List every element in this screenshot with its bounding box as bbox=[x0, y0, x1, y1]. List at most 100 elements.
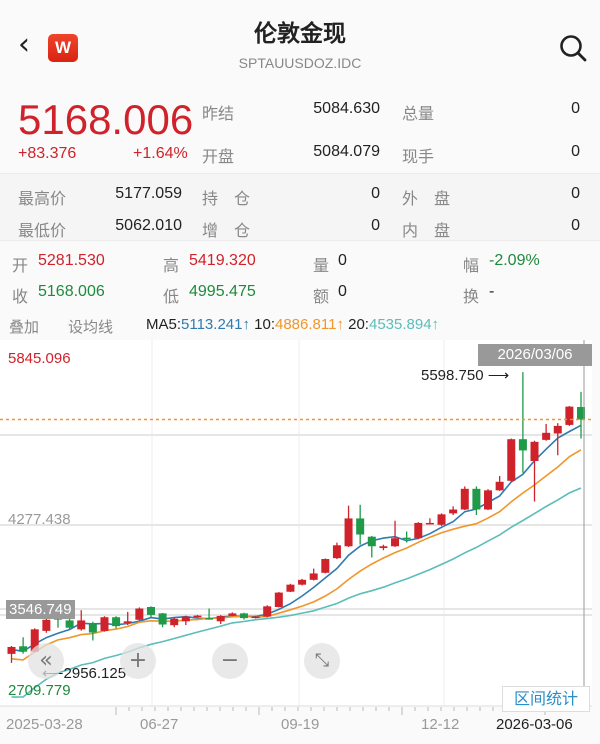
total-volume-value: 0 bbox=[571, 100, 580, 117]
candle-body bbox=[565, 406, 574, 425]
y-max-label: 5845.096 bbox=[8, 350, 71, 367]
ma5-value: 5113.241↑ bbox=[181, 316, 250, 333]
candle-body bbox=[391, 538, 400, 547]
outer-value: 0 bbox=[571, 185, 580, 202]
plot-area bbox=[0, 340, 592, 706]
y-mid-label: 4277.438 bbox=[8, 511, 71, 528]
candle-body bbox=[367, 536, 376, 547]
candle-body bbox=[263, 606, 272, 617]
symbol-code: SPTAUUSDOZ.IDC bbox=[238, 55, 362, 71]
candle-body bbox=[356, 518, 365, 535]
candle-body bbox=[484, 490, 493, 510]
ma-values: MA5:5113.241↑ 10:4886.811↑ 20:4535.894↑ bbox=[146, 316, 439, 333]
candle-amount-label: 额 bbox=[313, 287, 330, 306]
candle-body bbox=[30, 629, 39, 652]
candle-volume-label: 量 bbox=[313, 256, 330, 275]
open-value: 5084.079 bbox=[313, 143, 380, 160]
candle-body bbox=[553, 425, 562, 434]
candle-body bbox=[507, 439, 516, 481]
candle-body bbox=[205, 618, 214, 620]
high-label: 最高价 bbox=[18, 189, 67, 208]
ma5-label: MA5: bbox=[146, 316, 182, 333]
oi-change-value: 0 bbox=[371, 217, 380, 234]
back-button[interactable]: ‹ bbox=[18, 27, 30, 62]
candle-low-label: 低 bbox=[163, 287, 180, 306]
scroll-left-button[interactable]: « bbox=[28, 643, 64, 679]
current-lots-label: 现手 bbox=[402, 147, 435, 166]
ma10-value: 4886.811↑ bbox=[275, 316, 344, 333]
ma20-label: 20: bbox=[348, 316, 369, 333]
candle-close-value: 5168.006 bbox=[38, 283, 105, 300]
price-change-pct: +1.64% bbox=[133, 145, 188, 162]
candle-body bbox=[19, 646, 28, 652]
page-title: 伦敦金现 bbox=[254, 21, 346, 47]
candle-body bbox=[309, 573, 318, 580]
candle-body bbox=[216, 615, 225, 622]
candle-body bbox=[298, 579, 307, 585]
candle-volume-value: 0 bbox=[338, 252, 347, 269]
open-label: 开盘 bbox=[202, 147, 235, 166]
ma20-line bbox=[11, 487, 582, 698]
candle-body bbox=[88, 622, 97, 633]
candle-body bbox=[123, 621, 132, 623]
candle-body bbox=[193, 615, 202, 618]
candle-amount-value: 0 bbox=[338, 283, 347, 300]
outer-label: 外 盘 bbox=[402, 189, 451, 208]
search-icon[interactable] bbox=[558, 33, 588, 67]
candle-body bbox=[42, 619, 51, 631]
candle-body bbox=[542, 432, 551, 440]
zoom-in-button[interactable]: + bbox=[120, 643, 156, 679]
inner-value: 0 bbox=[571, 217, 580, 234]
low-label: 最低价 bbox=[18, 221, 67, 240]
zoom-out-button[interactable]: − bbox=[212, 643, 248, 679]
candle-body bbox=[158, 613, 167, 625]
candle-low-value: 4995.475 bbox=[189, 283, 256, 300]
candle-close-label: 收 bbox=[12, 287, 29, 306]
candle-body bbox=[321, 559, 330, 573]
candle-body bbox=[379, 546, 388, 549]
overlay-button[interactable]: 叠加 bbox=[9, 318, 40, 336]
candle-body bbox=[286, 584, 295, 592]
candle-body bbox=[146, 607, 155, 615]
candle-body bbox=[402, 537, 411, 540]
crosshair-date: 2026/03/06 bbox=[478, 344, 592, 366]
inner-label: 内 盘 bbox=[402, 221, 451, 240]
y-marker-label: 3546.749 bbox=[6, 600, 75, 619]
candle-open-value: 5281.530 bbox=[38, 252, 105, 269]
candle-high-value: 5419.320 bbox=[189, 252, 256, 269]
candle-amplitude-label: 幅 bbox=[463, 256, 480, 275]
range-stats-button[interactable]: 区间统计 bbox=[502, 686, 590, 712]
app-logo-icon[interactable]: W bbox=[48, 34, 78, 62]
candle-open-label: 开 bbox=[12, 256, 29, 275]
candle-body bbox=[460, 488, 469, 510]
candle-body bbox=[251, 616, 260, 619]
candle-body bbox=[332, 545, 341, 559]
candlestick-chart[interactable] bbox=[0, 340, 600, 744]
candle-high-label: 高 bbox=[163, 256, 180, 275]
candle-body bbox=[472, 488, 481, 510]
candle-body bbox=[577, 407, 585, 420]
candle-body bbox=[414, 522, 423, 539]
candle-body bbox=[274, 592, 283, 608]
candle-body bbox=[425, 522, 434, 525]
candle-body bbox=[170, 618, 179, 626]
max-annotation: 5598.750 ⟶ bbox=[421, 367, 510, 384]
fullscreen-button[interactable]: ⤡ bbox=[304, 643, 340, 679]
prev-settle-label: 昨结 bbox=[202, 104, 235, 123]
low-value: 5062.010 bbox=[115, 217, 182, 234]
last-price: 5168.006 bbox=[18, 96, 194, 143]
min-annotation: ⟵2956.125 bbox=[42, 665, 127, 682]
candle-body bbox=[112, 617, 121, 627]
x-label: 2025-03-28 bbox=[6, 716, 83, 733]
price-change: +83.376 bbox=[18, 145, 77, 162]
candle-body bbox=[530, 441, 539, 461]
stats-panel bbox=[0, 173, 600, 241]
candle-body bbox=[239, 613, 248, 619]
total-volume-label: 总量 bbox=[402, 104, 435, 123]
open-interest-value: 0 bbox=[371, 185, 380, 202]
ma20-value: 4535.894↑ bbox=[368, 316, 440, 333]
set-ma-button[interactable]: 设均线 bbox=[68, 318, 114, 336]
candle-body bbox=[518, 439, 527, 451]
candle-amplitude-value: -2.09% bbox=[489, 252, 540, 269]
candle-body bbox=[135, 608, 144, 620]
